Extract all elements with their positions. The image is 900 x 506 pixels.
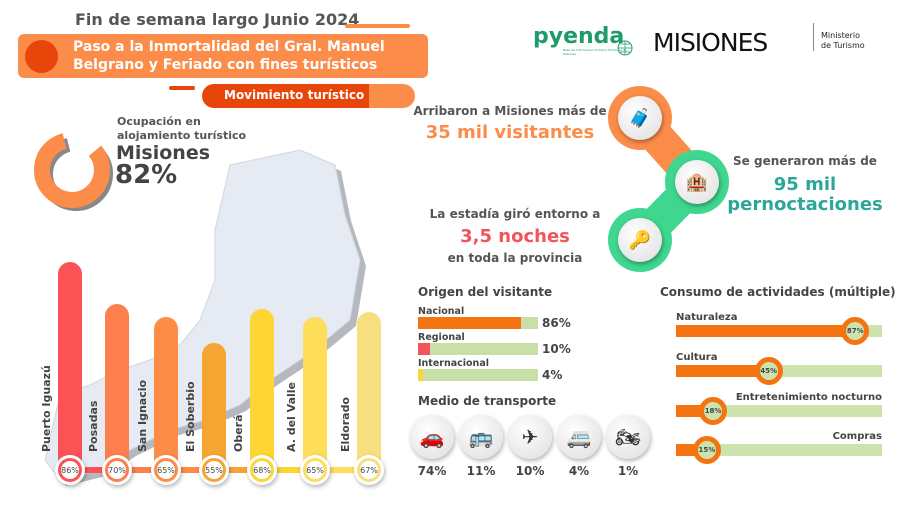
occupancy-label: Ocupación en alojamiento turístico	[117, 115, 247, 142]
value-badge: 65%	[151, 455, 181, 485]
globe-icon	[617, 40, 633, 56]
value-label: 67%	[357, 458, 381, 482]
value-badge: 67%	[354, 455, 384, 485]
origin-bar	[418, 343, 538, 355]
section-pill: Movimiento turístico	[202, 84, 415, 108]
bar-connector	[262, 467, 315, 473]
bar-label: Eldorado	[339, 397, 352, 452]
activity-value: 15%	[692, 436, 721, 464]
value-badge: 70%	[102, 455, 132, 485]
bar	[154, 316, 178, 470]
bar-connector	[70, 467, 117, 473]
bar-label: Puerto Iguazú	[40, 365, 53, 452]
nights-unit: pernoctaciones	[727, 194, 883, 215]
pyenda-logo: pyenda Base de Información Turística Pro…	[533, 26, 633, 56]
nights-intro: Se generaron más de	[733, 154, 877, 168]
bar	[105, 303, 129, 470]
bar-label: El Soberbio	[184, 381, 197, 452]
car-icon: 🚗	[410, 415, 454, 459]
activity-bar	[676, 325, 882, 337]
transport-value: 11%	[466, 464, 496, 478]
bar	[202, 342, 226, 470]
origin-bar	[418, 317, 538, 329]
logo-divider	[813, 23, 814, 51]
transport-title: Medio de transporte	[418, 394, 557, 408]
stay-intro: La estadía giró entorno a	[429, 207, 601, 221]
value-label: 65%	[303, 458, 327, 482]
origin-title: Origen del visitante	[418, 285, 553, 299]
bar	[250, 309, 274, 470]
activity-bar-fill	[676, 325, 856, 337]
section-dash	[169, 86, 195, 90]
bar-label: Oberá	[232, 414, 245, 452]
activities-title: Consumo de actividades (múltiple)	[660, 285, 896, 299]
origin-bar-fill	[418, 317, 522, 329]
origin-label: Internacional	[418, 358, 489, 369]
page-title: Fin de semana largo Junio 2024	[75, 10, 360, 29]
motorcycle-icon: 🏍	[606, 415, 650, 459]
bar	[303, 316, 327, 470]
stay-value: 3,5 noches	[460, 226, 570, 247]
occupancy-value: 82%	[115, 160, 178, 190]
banner-text: Paso a la Inmortalidad del Gral. Manuel …	[73, 39, 385, 73]
bar	[58, 262, 82, 470]
banner-dot	[25, 40, 58, 73]
bar-connector	[214, 467, 262, 473]
hotel-icon: 🏨	[675, 160, 719, 204]
occupancy-place: Misiones	[116, 142, 211, 164]
airplane-icon: ✈	[508, 415, 552, 459]
value-label: 70%	[105, 458, 129, 482]
activity-value: 45%	[754, 357, 783, 385]
value-badge: 68%	[247, 455, 277, 485]
transport-value: 10%	[515, 464, 545, 478]
ministerio-label: Ministerio de Turismo	[821, 31, 865, 50]
visitors-intro: Arribaron a Misiones más de	[413, 104, 607, 118]
bar-label: A. del Valle	[285, 382, 298, 452]
activity-label: Cultura	[676, 352, 718, 363]
luggage-plane-icon: 🧳	[618, 96, 662, 140]
visitors-value: 35 mil visitantes	[425, 122, 595, 143]
nights-value: 95 mil	[773, 174, 837, 195]
bar-connector	[166, 467, 214, 473]
bus-icon: 🚌	[459, 415, 503, 459]
activity-value: 18%	[699, 397, 728, 425]
misiones-logo: MISIONES	[653, 28, 768, 57]
value-badge: 55%	[199, 455, 229, 485]
activity-label: Entretenimiento nocturno	[735, 392, 882, 403]
activity-label: Compras	[832, 431, 882, 442]
bar-label: San Ignacio	[136, 379, 149, 452]
activity-label: Naturaleza	[676, 312, 738, 323]
value-badge: 86%	[55, 455, 85, 485]
stay-outro: en toda la provincia	[447, 251, 583, 265]
key-shield-icon: 🔑	[618, 218, 662, 262]
origin-label: Nacional	[418, 306, 465, 317]
transport-value: 4%	[568, 464, 590, 478]
activity-value: 87%	[841, 317, 870, 345]
origin-value: 10%	[542, 342, 571, 356]
bar-label: Posadas	[87, 400, 100, 452]
bar	[357, 311, 381, 470]
activity-bar-fill	[676, 365, 769, 377]
origin-bar-fill	[418, 369, 423, 381]
origin-value: 86%	[542, 316, 571, 330]
occupancy-donut	[34, 132, 113, 211]
transport-value: 1%	[617, 464, 639, 478]
origin-bar	[418, 369, 538, 381]
section-title: Movimiento turístico	[224, 88, 365, 102]
motorhome-icon: 🚐	[557, 415, 601, 459]
value-label: 86%	[58, 458, 82, 482]
value-label: 68%	[250, 458, 274, 482]
transport-value: 74%	[417, 464, 447, 478]
value-label: 55%	[202, 458, 226, 482]
origin-label: Regional	[418, 332, 465, 343]
bar-connector	[315, 467, 369, 473]
banner	[18, 34, 428, 78]
origin-value: 4%	[542, 368, 563, 382]
origin-bar-fill	[418, 343, 430, 355]
bar-connector	[117, 467, 166, 473]
value-badge: 65%	[300, 455, 330, 485]
title-underline	[345, 24, 410, 28]
value-label: 65%	[154, 458, 178, 482]
